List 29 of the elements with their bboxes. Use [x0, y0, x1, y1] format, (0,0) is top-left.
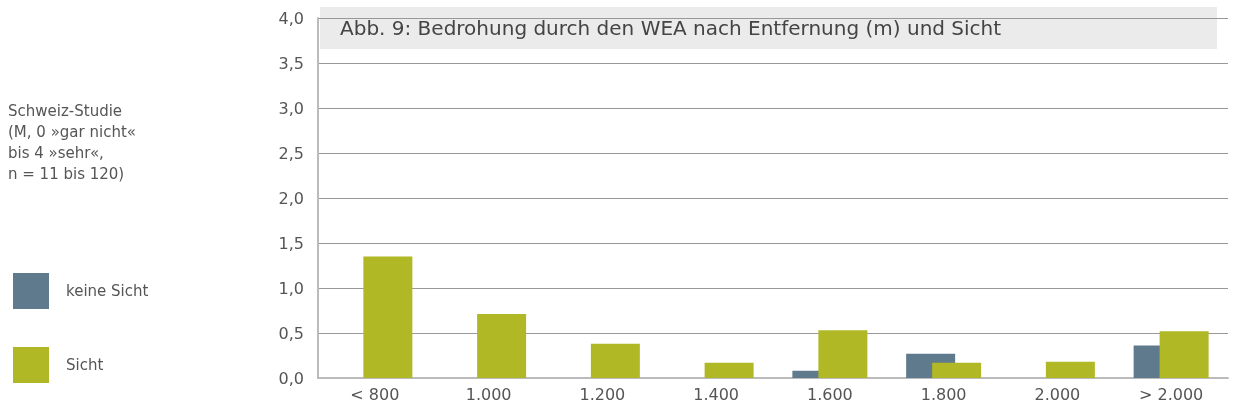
bar	[590, 343, 640, 378]
legend-label: Sicht	[66, 356, 104, 374]
y-tick-label: 1,5	[278, 233, 304, 253]
y-tick-label: 3,5	[278, 53, 304, 73]
x-tick-label: 1.800	[920, 384, 967, 403]
y-tick-label: 2,5	[278, 143, 304, 163]
y-tick-label: 3,0	[278, 98, 304, 118]
legend-label: keine Sicht	[66, 282, 149, 300]
y-tick-label: 0,0	[278, 368, 304, 388]
y-tick-label: 4,0	[278, 8, 304, 28]
bar	[932, 362, 982, 378]
bar	[363, 256, 413, 378]
chart-title: Abb. 9: Bedrohung durch den WEA nach Entfernung (m) und Sicht	[340, 16, 1002, 40]
x-tick-label: 1.200	[579, 384, 626, 403]
x-tick-label: < 800	[350, 384, 400, 403]
y-tick-label: 2,0	[278, 188, 304, 208]
bar	[704, 362, 754, 378]
x-tick-label: 2.000	[1034, 384, 1081, 403]
y-tick-label: 0,5	[278, 323, 304, 343]
x-tick-label: > 2.000	[1138, 384, 1204, 403]
bar	[818, 330, 868, 378]
x-tick-label: 1.600	[806, 384, 853, 403]
bar	[477, 314, 527, 378]
x-tick-label: 1.000	[465, 384, 512, 403]
bar	[1159, 331, 1209, 378]
x-tick-label: 1.400	[693, 384, 740, 403]
y-tick-label: 1,0	[278, 278, 304, 298]
text: Schweiz-Studie (M, 0 »gar nicht« bis 4 »sehr«, n = 11 bis 120)	[8, 101, 136, 183]
bar	[1045, 361, 1095, 378]
